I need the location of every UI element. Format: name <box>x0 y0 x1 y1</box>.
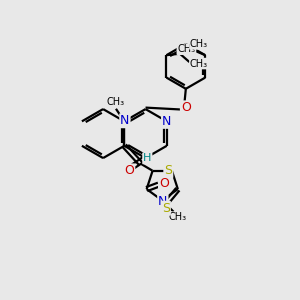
Text: N: N <box>120 114 130 127</box>
Text: O: O <box>181 101 191 114</box>
Text: S: S <box>164 164 172 177</box>
Text: O: O <box>124 164 134 177</box>
Text: O: O <box>159 177 169 190</box>
Text: S: S <box>162 202 170 215</box>
Text: N: N <box>162 115 171 128</box>
Text: CH₃: CH₃ <box>190 58 208 69</box>
Text: CH₃: CH₃ <box>106 97 124 107</box>
Text: CH₃: CH₃ <box>168 212 186 222</box>
Text: CH₃: CH₃ <box>177 44 196 54</box>
Text: CH₃: CH₃ <box>190 39 208 49</box>
Text: N: N <box>158 195 167 208</box>
Text: H: H <box>143 153 152 164</box>
